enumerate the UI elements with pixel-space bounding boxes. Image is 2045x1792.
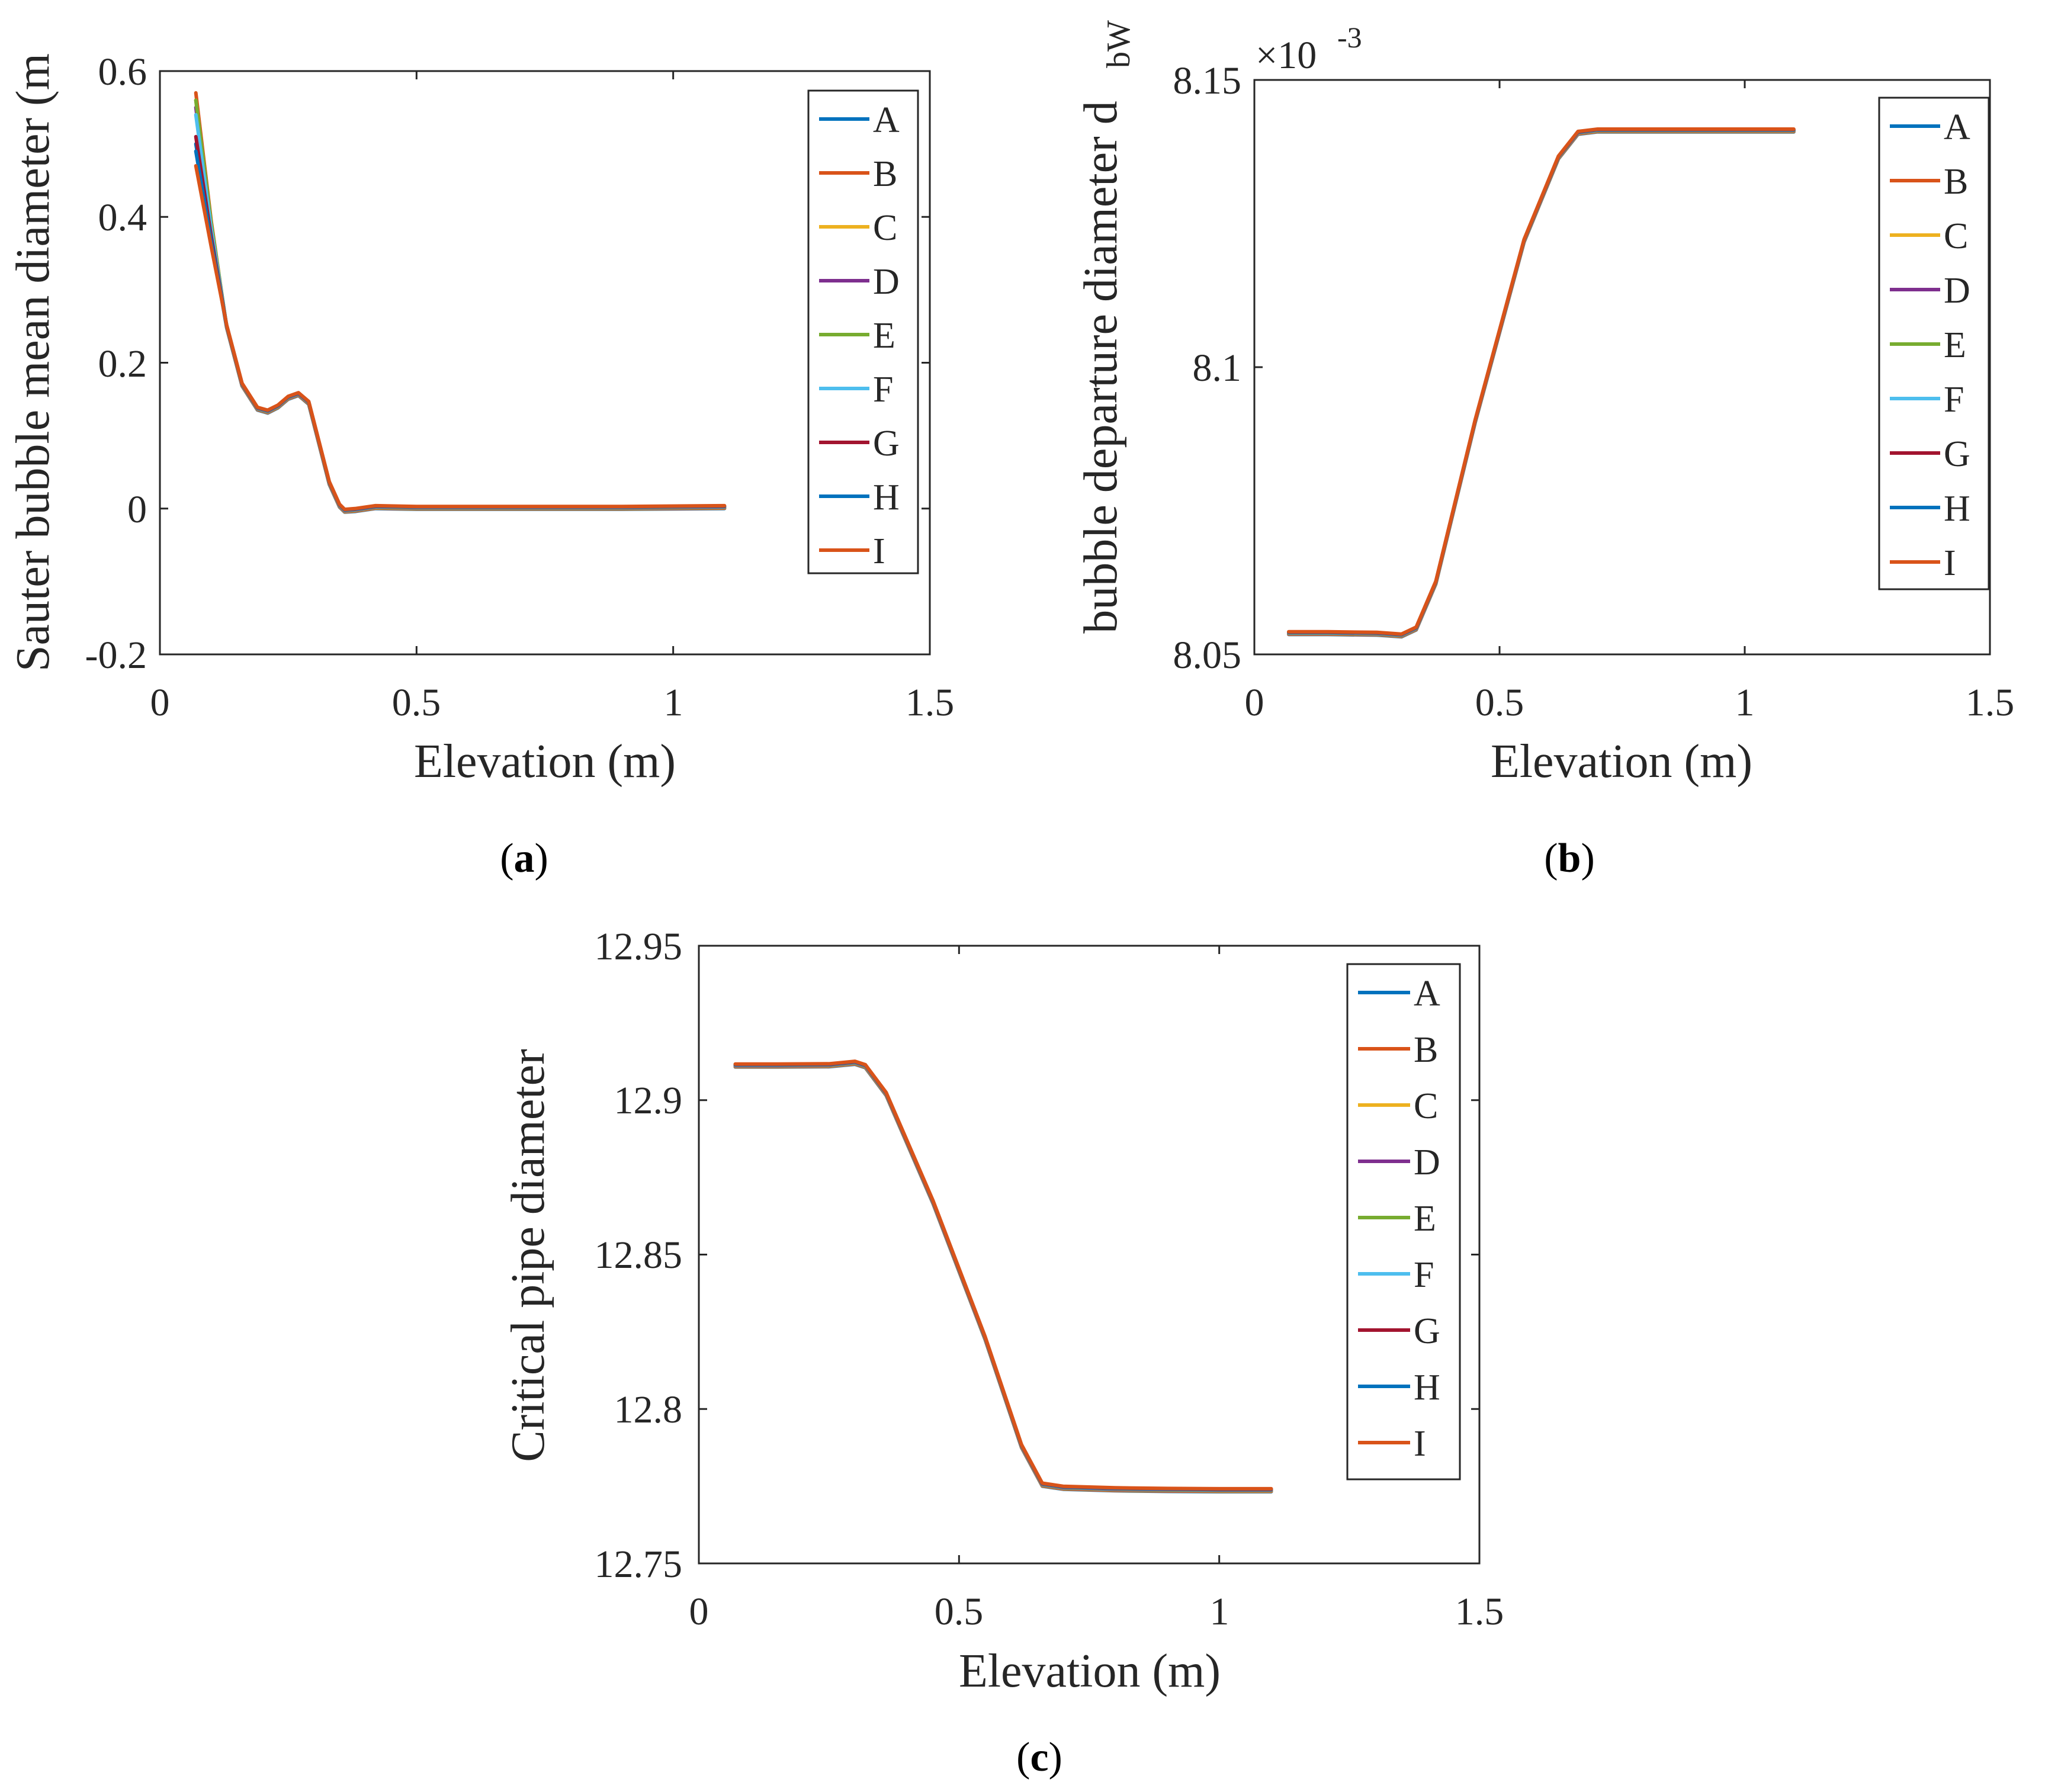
panel-a-y-tick-label: -0.2 <box>85 634 147 677</box>
panel-a-tick-marks <box>159 70 931 656</box>
panel-c-x-tick-label: 0 <box>689 1590 709 1633</box>
panel-a-x-axis-label: Elevation (m) <box>414 736 676 788</box>
legend-label-H: H <box>1414 1367 1440 1408</box>
panel-b-y-ticks: 8.05 8.1 8.15 <box>1173 59 1242 677</box>
panel-a-y-axis-label: Sauter bubble mean diameter (m <box>7 53 59 672</box>
panel-a-y-tick-label: 0.6 <box>98 50 147 94</box>
panel-a-legend-box <box>807 89 919 574</box>
panel-c: 0 0.5 1 1.5 12.75 12.8 12.85 12.9 12.95 … <box>502 925 1504 1697</box>
panel-b-y-axis-label-subscript: bW <box>1100 20 1137 68</box>
legend-label-G: G <box>873 423 900 464</box>
panel-b-exponent-label: ×10 -3 <box>1256 21 1362 77</box>
panel-c-x-tick-label: 0.5 <box>935 1590 984 1633</box>
series-line-I <box>733 1059 1273 1491</box>
panel-b-y-tick-label: 8.1 <box>1193 346 1242 390</box>
panel-a-y-tick-label: 0 <box>127 488 147 531</box>
legend-label-A: A <box>1944 107 1970 147</box>
caption-a: (a) <box>500 836 548 881</box>
legend-label-F: F <box>1944 380 1964 420</box>
panel-a-x-tick-label: 1 <box>664 681 683 724</box>
legend-label-D: D <box>873 262 900 302</box>
panel-c-y-tick-label: 12.9 <box>614 1079 683 1122</box>
panel-c-y-axis-label: Critical pipe diameter <box>502 1049 554 1462</box>
panel-b-y-tick-label: 8.15 <box>1173 59 1242 102</box>
panel-b-tick-marks <box>1253 79 1991 656</box>
panel-a-axes-box <box>159 70 931 656</box>
legend-label-B: B <box>873 154 897 194</box>
legend-label-B: B <box>1414 1030 1438 1070</box>
panel-c-legend-box <box>1346 963 1461 1481</box>
panel-b-series <box>1287 127 1796 639</box>
panel-a-x-tick-label: 0 <box>150 681 170 724</box>
panel-c-x-tick-label: 1.5 <box>1455 1590 1504 1633</box>
panel-c-y-tick-label: 12.8 <box>614 1388 683 1431</box>
panel-c-y-ticks: 12.75 12.8 12.85 12.9 12.95 <box>595 925 683 1586</box>
caption-b: (b) <box>1544 836 1595 881</box>
legend-label-F: F <box>1414 1255 1434 1295</box>
panel-b-x-ticks: 0 0.5 1 1.5 <box>1245 681 2015 724</box>
legend-label-B: B <box>1944 162 1968 202</box>
legend-label-D: D <box>1944 271 1970 311</box>
panel-c-tick-marks <box>698 945 1481 1565</box>
panel-a-x-tick-label: 0.5 <box>392 681 441 724</box>
panel-c-series <box>733 1059 1273 1494</box>
panel-a-y-ticks: -0.2 0 0.2 0.4 0.6 <box>85 50 147 677</box>
panel-a: 0 0.5 1 1.5 -0.2 0 0.2 0.4 0.6 Elevation… <box>7 50 954 788</box>
panel-a-x-ticks: 0 0.5 1 1.5 <box>150 681 955 724</box>
panel-a-series <box>194 91 727 514</box>
panel-c-x-ticks: 0 0.5 1 1.5 <box>689 1590 1504 1633</box>
panel-b-x-tick-label: 0.5 <box>1475 681 1524 724</box>
panel-a-y-tick-label: 0.4 <box>98 196 147 239</box>
legend-label-I: I <box>873 531 885 571</box>
legend-label-F: F <box>873 370 893 410</box>
legend-label-G: G <box>1944 434 1970 474</box>
panel-b-x-axis-label: Elevation (m) <box>1491 736 1752 788</box>
panel-b-x-tick-label: 1.5 <box>1966 681 2015 724</box>
legend-label-I: I <box>1414 1424 1426 1464</box>
panel-c-x-axis-label: Elevation (m) <box>959 1645 1221 1697</box>
panel-a-x-tick-label: 1.5 <box>906 681 955 724</box>
panel-a-y-tick-label: 0.2 <box>98 342 147 386</box>
panel-c-y-tick-label: 12.95 <box>595 925 683 968</box>
legend-label-E: E <box>873 316 895 356</box>
legend-label-C: C <box>1944 216 1968 256</box>
legend-label-G: G <box>1414 1311 1440 1351</box>
legend-label-A: A <box>1414 974 1440 1014</box>
legend-label-D: D <box>1414 1142 1440 1183</box>
caption-c: (c) <box>1016 1735 1062 1780</box>
panel-b: 0 0.5 1 1.5 8.05 8.1 8.15 ×10 -3 Elevati… <box>1075 20 2014 788</box>
panel-b-exponent-base: ×10 <box>1256 34 1317 77</box>
series-line-I <box>194 164 727 512</box>
legend-label-E: E <box>1944 325 1966 365</box>
legend-label-C: C <box>1414 1086 1438 1126</box>
panel-c-y-tick-label: 12.85 <box>595 1234 683 1277</box>
legend-label-H: H <box>873 477 900 518</box>
legend-label-E: E <box>1414 1199 1436 1239</box>
legend-label-I: I <box>1944 543 1956 583</box>
panel-b-x-tick-label: 1 <box>1735 681 1755 724</box>
panel-b-axes-box <box>1253 79 1991 656</box>
panel-c-x-tick-label: 1 <box>1210 1590 1229 1633</box>
series-line-I <box>1287 127 1796 636</box>
panel-b-x-tick-label: 0 <box>1245 681 1264 724</box>
legend-label-C: C <box>873 208 897 248</box>
panel-b-y-axis-label: bubble departure diameter d bW <box>1075 20 1137 634</box>
panel-b-y-axis-label-main: bubble departure diameter d <box>1075 101 1127 634</box>
panel-b-y-tick-label: 8.05 <box>1173 634 1242 677</box>
legend-label-A: A <box>873 100 900 140</box>
panel-b-exponent-power: -3 <box>1337 21 1362 54</box>
panel-c-y-tick-label: 12.75 <box>595 1543 683 1586</box>
legend-label-H: H <box>1944 489 1970 529</box>
